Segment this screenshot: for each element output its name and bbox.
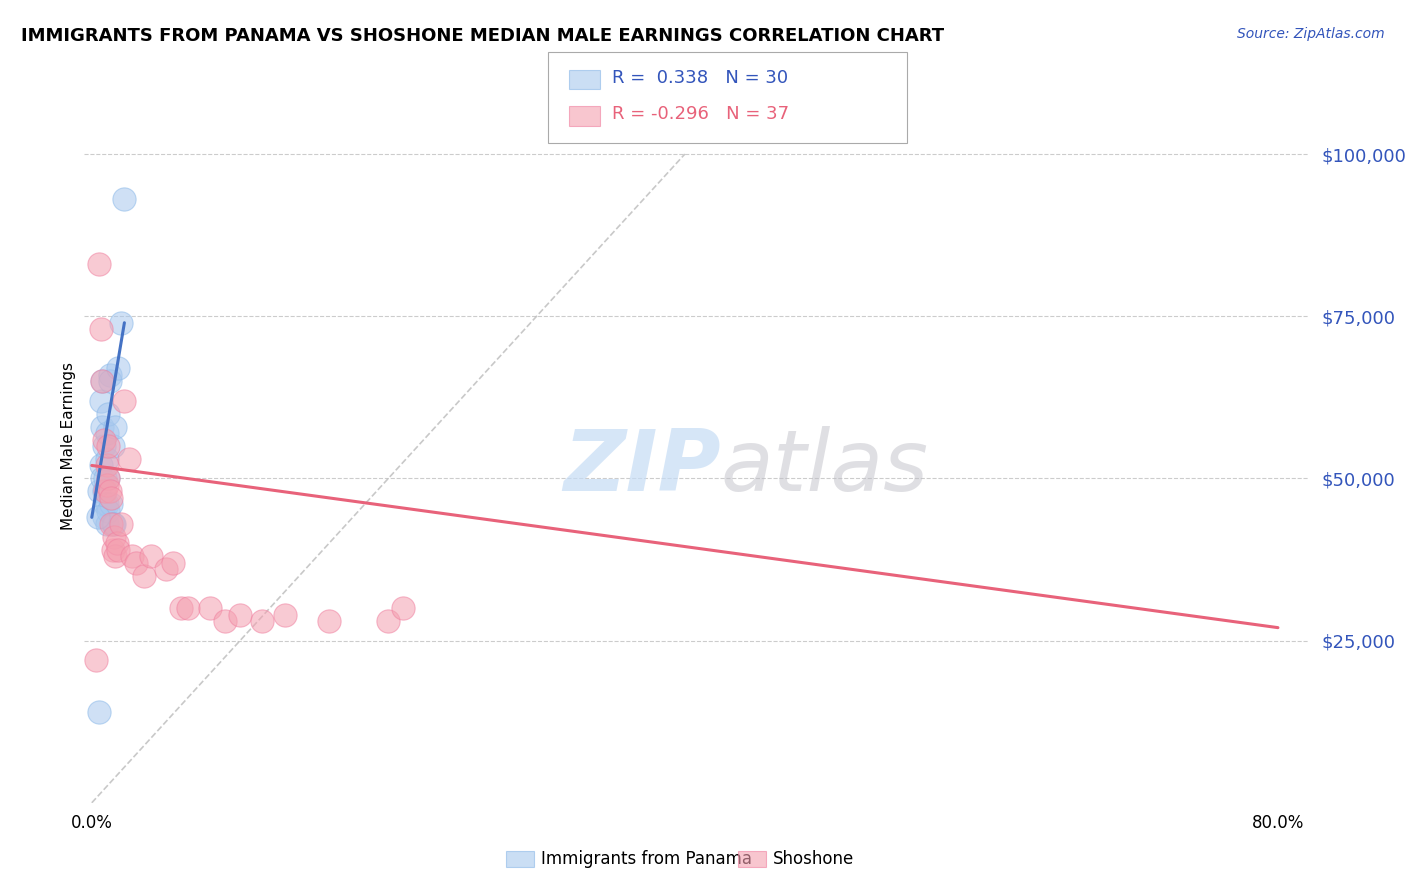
Point <box>107 361 129 376</box>
Point <box>377 614 399 628</box>
Point <box>118 452 141 467</box>
Point <box>100 491 122 505</box>
Point <box>229 607 252 622</box>
Point <box>162 556 184 570</box>
Point <box>93 433 115 447</box>
Point <box>200 601 222 615</box>
Text: R =  0.338   N = 30: R = 0.338 N = 30 <box>612 69 787 87</box>
Text: Shoshone: Shoshone <box>773 850 855 868</box>
Point <box>177 601 200 615</box>
Point <box>103 516 125 531</box>
Point <box>97 471 120 485</box>
Point <box>105 536 128 550</box>
Point <box>98 374 121 388</box>
Point <box>89 705 111 719</box>
Point <box>121 549 143 564</box>
Point <box>101 439 124 453</box>
Point <box>139 549 162 564</box>
Point <box>96 478 118 492</box>
Text: atlas: atlas <box>720 425 928 509</box>
Point <box>94 497 117 511</box>
Point <box>98 368 121 382</box>
Point <box>110 316 132 330</box>
Point <box>103 530 125 544</box>
Point <box>96 458 118 473</box>
Point <box>97 407 120 421</box>
Point <box>110 516 132 531</box>
Point <box>90 322 112 336</box>
Point <box>91 374 114 388</box>
Point <box>89 484 111 499</box>
Point <box>252 614 274 628</box>
Point <box>94 471 117 485</box>
Point <box>104 549 127 564</box>
Text: Source: ZipAtlas.com: Source: ZipAtlas.com <box>1237 27 1385 41</box>
Point <box>100 516 122 531</box>
Point <box>214 614 236 628</box>
Point <box>97 439 120 453</box>
Point <box>96 425 118 440</box>
Point <box>101 516 124 531</box>
Point <box>98 484 121 499</box>
Text: R = -0.296   N = 37: R = -0.296 N = 37 <box>612 105 789 123</box>
Point <box>91 419 114 434</box>
Point <box>100 497 122 511</box>
Point <box>107 542 129 557</box>
Text: Immigrants from Panama: Immigrants from Panama <box>541 850 752 868</box>
Point <box>84 653 107 667</box>
Point <box>86 510 108 524</box>
Point <box>112 393 135 408</box>
Point <box>170 601 193 615</box>
Point <box>155 562 177 576</box>
Point <box>101 542 124 557</box>
Point <box>392 601 415 615</box>
Point <box>273 607 295 622</box>
Point <box>91 471 114 485</box>
Point <box>90 393 112 408</box>
Point <box>93 510 115 524</box>
Text: ZIP: ZIP <box>562 425 720 509</box>
Point <box>91 374 114 388</box>
Point <box>97 504 120 518</box>
Point <box>93 484 115 499</box>
Point <box>132 568 155 582</box>
Point <box>97 471 120 485</box>
Point <box>89 257 111 271</box>
Point <box>94 484 117 499</box>
Text: IMMIGRANTS FROM PANAMA VS SHOSHONE MEDIAN MALE EARNINGS CORRELATION CHART: IMMIGRANTS FROM PANAMA VS SHOSHONE MEDIA… <box>21 27 945 45</box>
Y-axis label: Median Male Earnings: Median Male Earnings <box>60 362 76 530</box>
Point <box>93 439 115 453</box>
Point <box>90 458 112 473</box>
Point <box>104 419 127 434</box>
Point <box>318 614 340 628</box>
Point <box>125 556 148 570</box>
Point <box>96 452 118 467</box>
Point <box>112 193 135 207</box>
Point <box>96 516 118 531</box>
Point <box>96 497 118 511</box>
